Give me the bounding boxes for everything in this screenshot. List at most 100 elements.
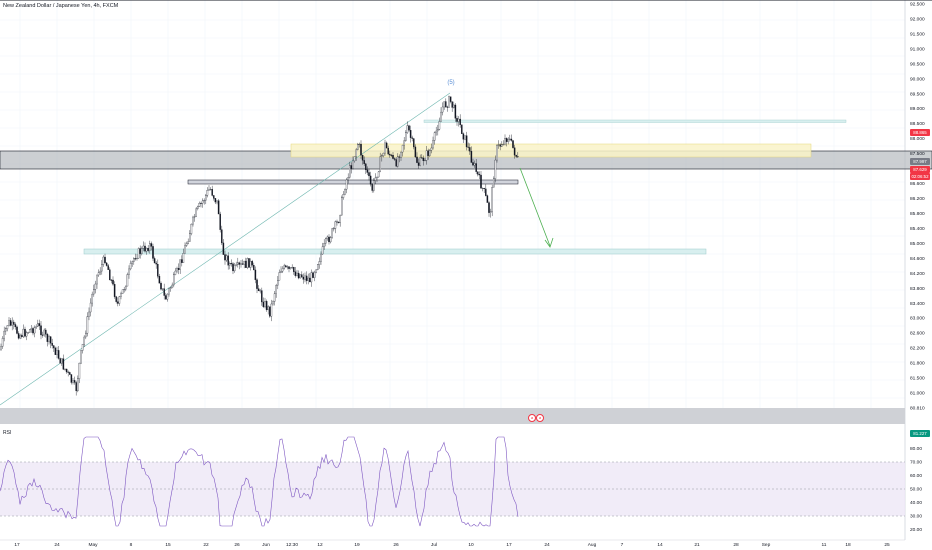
- candle-body: [112, 279, 114, 285]
- candle-body: [374, 177, 377, 181]
- candle-body: [291, 267, 293, 268]
- candle-body: [237, 262, 239, 265]
- candle-body: [270, 303, 273, 317]
- price-axis-tick: 88.000: [910, 136, 925, 142]
- price-axis-tick: 84.200: [910, 271, 925, 277]
- candle-body: [85, 332, 87, 338]
- candle-body: [441, 106, 444, 113]
- candle-body: [302, 276, 305, 280]
- candle-body: [313, 271, 316, 278]
- candle-body: [494, 159, 497, 179]
- candle-body: [411, 137, 413, 139]
- candle-body: [368, 172, 370, 177]
- candle-body: [67, 371, 69, 373]
- candle-body: [137, 248, 140, 259]
- candle-body: [464, 135, 466, 140]
- candle-body: [105, 262, 108, 266]
- candle-body: [341, 197, 343, 216]
- candle-body: [73, 380, 76, 383]
- price-axis-tick: 88.500: [910, 121, 925, 127]
- candle-body: [512, 140, 514, 148]
- candle-body: [163, 288, 165, 296]
- candle-body: [424, 160, 426, 162]
- candle-body: [56, 350, 58, 355]
- candle-body: [390, 154, 393, 156]
- price-axis-tick: 86.200: [910, 196, 925, 202]
- candle-body: [110, 279, 113, 281]
- candle-body: [150, 243, 153, 247]
- price-axis-tick: 85.400: [910, 226, 925, 232]
- candle-body: [486, 195, 489, 203]
- candle-body: [510, 138, 513, 141]
- candle-body: [131, 261, 133, 264]
- candle-body: [352, 160, 354, 169]
- candle-body: [176, 268, 178, 272]
- candle-body: [451, 101, 453, 108]
- candle-body: [323, 243, 325, 247]
- candle-body: [485, 188, 487, 196]
- candle-body: [345, 179, 348, 190]
- candle-body: [115, 296, 117, 302]
- candle-body: [461, 124, 463, 134]
- candle-body: [97, 272, 100, 276]
- candle-body: [430, 147, 433, 151]
- candle-body: [309, 277, 311, 283]
- candle-body: [478, 174, 481, 176]
- candle-body: [8, 320, 10, 326]
- candle-body: [91, 293, 93, 304]
- candle-body: [229, 263, 231, 266]
- candle-body: [70, 374, 73, 383]
- candle-body: [421, 157, 423, 159]
- price-axis-tick: 81.000: [910, 391, 925, 397]
- candle-body: [269, 306, 271, 317]
- zone-price-tag: 87.997: [910, 158, 930, 165]
- candle-body: [99, 270, 101, 273]
- candle-body: [29, 329, 31, 333]
- low-price-tag: 81.227: [910, 430, 930, 437]
- candle-body: [192, 216, 194, 225]
- candle-body: [293, 267, 295, 272]
- candle-body: [318, 261, 321, 265]
- candle-body: [243, 260, 245, 265]
- candle-body: [342, 194, 345, 198]
- price-axis-tick: 86.600: [910, 181, 925, 187]
- time-axis-label: 18: [845, 542, 851, 548]
- candle-body: [371, 184, 373, 191]
- candle-body: [81, 344, 84, 351]
- candle-body: [369, 175, 372, 185]
- candle-body: [197, 206, 199, 209]
- candle-body: [17, 333, 20, 339]
- candle-body: [123, 289, 125, 290]
- candle-body: [168, 288, 170, 295]
- candle-body: [280, 270, 282, 273]
- candle-body: [502, 143, 505, 145]
- time-axis-label: 10: [468, 542, 474, 548]
- candle-body: [496, 145, 498, 161]
- rsi-axis-tick: 30.00: [910, 514, 922, 520]
- event-badge-icon[interactable]: a: [536, 414, 544, 422]
- alert-price-tag[interactable]: 88.865: [910, 129, 930, 136]
- time-axis-label: 12: [317, 542, 323, 548]
- candle-body: [301, 274, 303, 278]
- candle-body: [437, 129, 439, 132]
- candle-body: [497, 144, 500, 146]
- candle-body: [217, 200, 220, 215]
- candle-body: [182, 253, 185, 263]
- candle-body: [321, 246, 324, 255]
- time-axis-label: Aug: [588, 542, 597, 548]
- candle-body: [32, 328, 34, 334]
- candle-body: [203, 200, 205, 202]
- candle-body: [349, 165, 351, 178]
- candle-body: [288, 266, 290, 269]
- candle-body: [409, 130, 412, 138]
- candle-body: [246, 258, 249, 268]
- candle-body: [397, 156, 399, 167]
- rsi-axis-tick: 50.00: [910, 487, 922, 493]
- candle-body: [472, 162, 474, 166]
- time-axis-label: 11: [822, 542, 827, 548]
- candle-body: [315, 269, 317, 273]
- event-badge-icon[interactable]: a: [528, 414, 536, 422]
- candle-body: [174, 270, 177, 275]
- candle-body: [373, 180, 375, 191]
